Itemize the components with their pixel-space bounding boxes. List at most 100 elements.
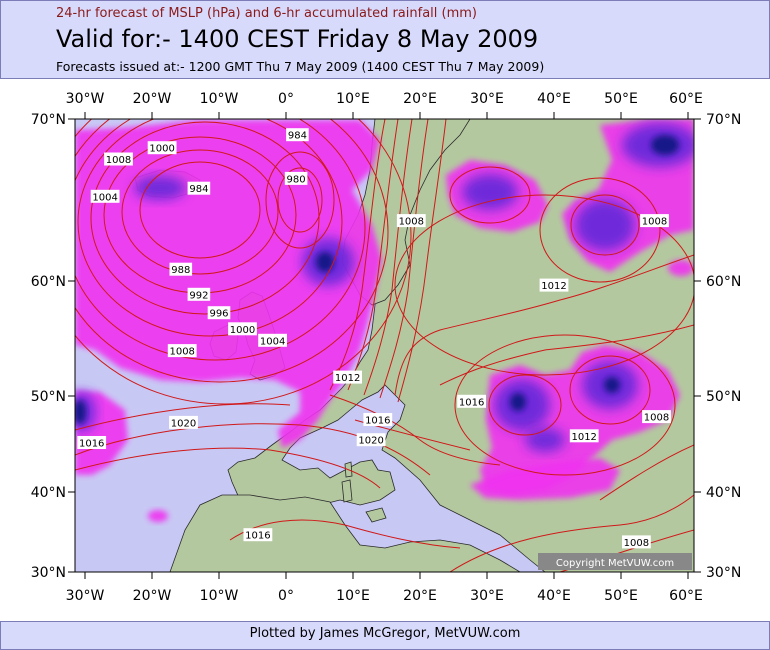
- isobar-label: 1008: [399, 217, 424, 228]
- isobar-label: 988: [171, 265, 190, 276]
- lon-label: 20°E: [403, 91, 437, 107]
- lat-label: 50°N: [706, 389, 741, 405]
- lon-label: 60°E: [669, 91, 703, 107]
- lat-label: 70°N: [31, 112, 66, 128]
- isobar-label: 1020: [358, 436, 383, 447]
- isobar-label-background: [640, 214, 669, 228]
- lon-label: 30°E: [470, 91, 504, 107]
- isobar-ring: [394, 194, 694, 376]
- lat-label: 60°N: [31, 274, 66, 290]
- isobar-ring: [569, 355, 651, 425]
- lon-label: 60°E: [669, 588, 703, 604]
- isobar-label-background: [622, 535, 651, 549]
- isobar-label-background: [187, 181, 211, 195]
- isobar-line: [75, 423, 431, 476]
- isobar-label-background: [169, 415, 198, 429]
- isobar-label-background: [286, 128, 309, 142]
- isobar-label-background: [207, 306, 231, 320]
- isobar-label: 1012: [541, 281, 566, 292]
- copyright-box: Copyright MetVUW.com: [538, 553, 692, 570]
- isobar-label: 980: [287, 174, 306, 185]
- isobar-label: 1000: [149, 144, 174, 155]
- isobar-ring: [75, 119, 389, 383]
- isobar-line: [329, 119, 386, 391]
- isobar-label-background: [333, 370, 362, 384]
- lon-label: 30°E: [470, 588, 504, 604]
- lon-label: 0°: [278, 588, 294, 604]
- isobar-ring: [90, 121, 320, 315]
- isobar-label-background: [356, 433, 386, 447]
- lon-label: 30°W: [66, 91, 105, 107]
- lon-label: 10°W: [200, 588, 239, 604]
- isobar-label-background: [77, 436, 107, 449]
- isobar-label: 1008: [644, 413, 669, 424]
- isobar-line: [439, 324, 694, 386]
- lat-label: 70°N: [706, 112, 741, 128]
- rain-core-norway: [316, 252, 334, 272]
- lon-label: 30°W: [66, 588, 105, 604]
- isobar-label-background: [243, 528, 273, 542]
- isobar-line: [599, 444, 694, 501]
- valid-time-title: Valid for:- 1400 CEST Friday 8 May 2009: [56, 25, 539, 53]
- land-sicily: [365, 507, 387, 523]
- isobar-label: 1008: [106, 155, 131, 166]
- rain-light-black-sea: [470, 458, 620, 500]
- lon-label: 0°: [278, 91, 294, 107]
- land-sardinia: [341, 479, 353, 503]
- isobars: [75, 119, 694, 572]
- isobar-label: 1016: [245, 531, 270, 542]
- lon-label: 50°E: [604, 588, 638, 604]
- isobar-label-background: [187, 287, 211, 301]
- isobar-ring: [75, 119, 366, 361]
- rain-core-atlantic: [75, 400, 86, 424]
- graticule-ticks: [68, 112, 701, 579]
- lon-label: 40°E: [537, 91, 571, 107]
- isobar-label: 984: [189, 184, 208, 195]
- isobar-ring: [139, 161, 261, 259]
- copyright-background: [538, 553, 692, 570]
- isobar-line: [347, 119, 399, 391]
- rain-heavy-iceland: [134, 176, 186, 200]
- isobar-label: 1016: [459, 397, 484, 408]
- rain-light-atlantic: [75, 120, 382, 448]
- isobar-label: 1004: [260, 336, 285, 347]
- isobar-ring: [570, 194, 640, 256]
- isobar-line: [449, 494, 694, 572]
- isobar-line: [363, 119, 413, 396]
- copyright-text: Copyright MetVUW.com: [556, 558, 674, 569]
- isobar-label-background: [642, 410, 671, 424]
- lat-label: 50°N: [31, 389, 66, 405]
- isobar-label: 1020: [171, 418, 196, 429]
- rain-light-spot-a: [148, 510, 168, 522]
- isobar-label: 1000: [230, 325, 255, 336]
- isobar-ring: [121, 149, 279, 275]
- latitude-labels-left: 70°N 60°N 50°N 40°N 30°N: [31, 112, 66, 581]
- isobar-line: [229, 519, 461, 549]
- isobar-line: [329, 394, 501, 466]
- map-frame: [74, 118, 695, 573]
- lon-label: 20°E: [403, 588, 437, 604]
- isobar-label: 1008: [624, 538, 649, 549]
- isobar-label-background: [228, 322, 257, 336]
- isobar-ring: [77, 119, 343, 337]
- isobar-ring: [265, 151, 335, 249]
- isobar-ring: [539, 177, 661, 283]
- isobar-labels: 1008100098410049849809889929961000100410…: [77, 128, 671, 549]
- lat-label: 30°N: [31, 565, 66, 581]
- isobar-label-background: [90, 189, 120, 203]
- rain-core-arctic: [651, 135, 679, 155]
- isobar-line: [75, 403, 291, 431]
- header-panel: [0, 0, 770, 79]
- lon-label: 20°W: [133, 588, 172, 604]
- isobar-label-background: [284, 171, 308, 185]
- rain-heavy-urals: [575, 199, 635, 251]
- lat-label: 40°N: [31, 485, 66, 501]
- isobar-label: 992: [189, 290, 208, 301]
- isobar-label: 1016: [79, 439, 104, 450]
- isobar-label: 1004: [92, 192, 117, 203]
- isobar-label-background: [147, 141, 177, 155]
- isobar-label-background: [104, 152, 133, 166]
- footer-panel: [0, 621, 770, 650]
- lon-label: 50°E: [604, 91, 638, 107]
- lat-label: 30°N: [706, 565, 741, 581]
